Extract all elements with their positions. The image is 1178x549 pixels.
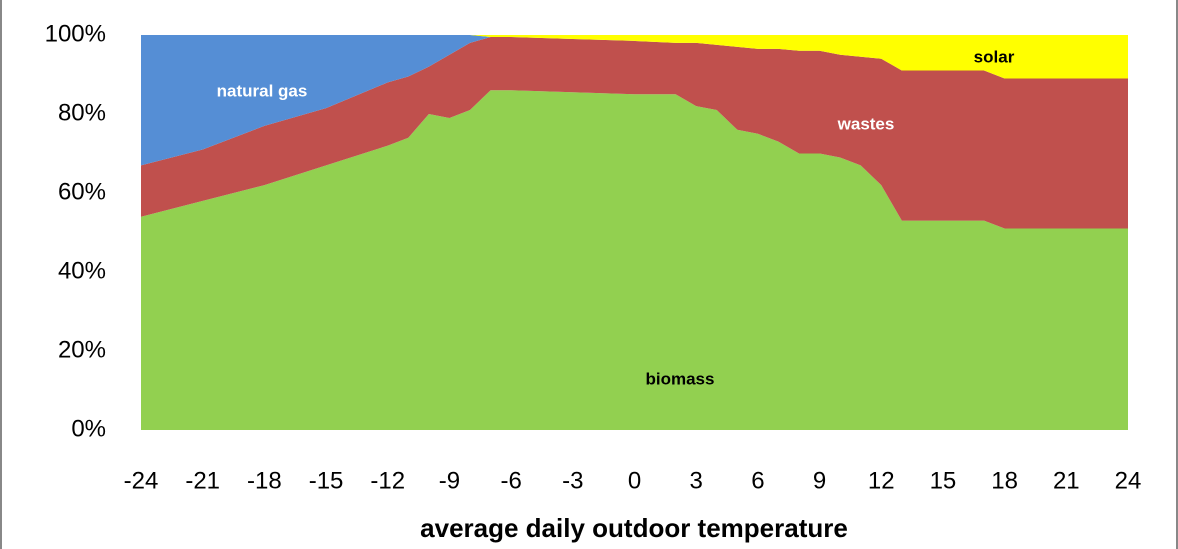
x-tick-label: 24 — [1115, 467, 1142, 494]
x-tick-label: 3 — [690, 467, 703, 494]
area — [141, 90, 1128, 431]
area — [141, 35, 1128, 79]
series-label: natural gas — [217, 81, 308, 100]
area — [141, 35, 1128, 166]
area — [141, 36, 1128, 229]
x-tick-label: -12 — [370, 467, 405, 494]
x-tick-label: 12 — [868, 467, 895, 494]
plot-area — [141, 35, 1128, 431]
series-label: solar — [974, 47, 1015, 66]
x-tick-label: -9 — [439, 467, 460, 494]
x-tick-label: 0 — [628, 467, 641, 494]
series-label: biomass — [646, 369, 715, 388]
x-tick-label: -15 — [309, 467, 344, 494]
x-tick-label: -6 — [500, 467, 521, 494]
x-tick-label: -3 — [562, 467, 583, 494]
x-tick-label: -24 — [124, 467, 159, 494]
y-tick-label: 20% — [58, 336, 106, 363]
x-tick-label: 9 — [813, 467, 826, 494]
x-axis-title: average daily outdoor temperature — [420, 513, 848, 543]
x-tick-label: 18 — [991, 467, 1018, 494]
x-tick-label: 15 — [930, 467, 957, 494]
y-tick-label: 100% — [45, 20, 106, 47]
y-tick-label: 0% — [71, 415, 106, 442]
y-tick-label: 60% — [58, 178, 106, 205]
x-tick-label: 6 — [751, 467, 764, 494]
y-tick-label: 40% — [58, 257, 106, 284]
x-tick-label: 21 — [1053, 467, 1080, 494]
x-tick-label: -18 — [247, 467, 282, 494]
y-tick-label: 80% — [58, 99, 106, 126]
x-tick-label: -21 — [185, 467, 220, 494]
series-label: wastes — [837, 114, 895, 133]
